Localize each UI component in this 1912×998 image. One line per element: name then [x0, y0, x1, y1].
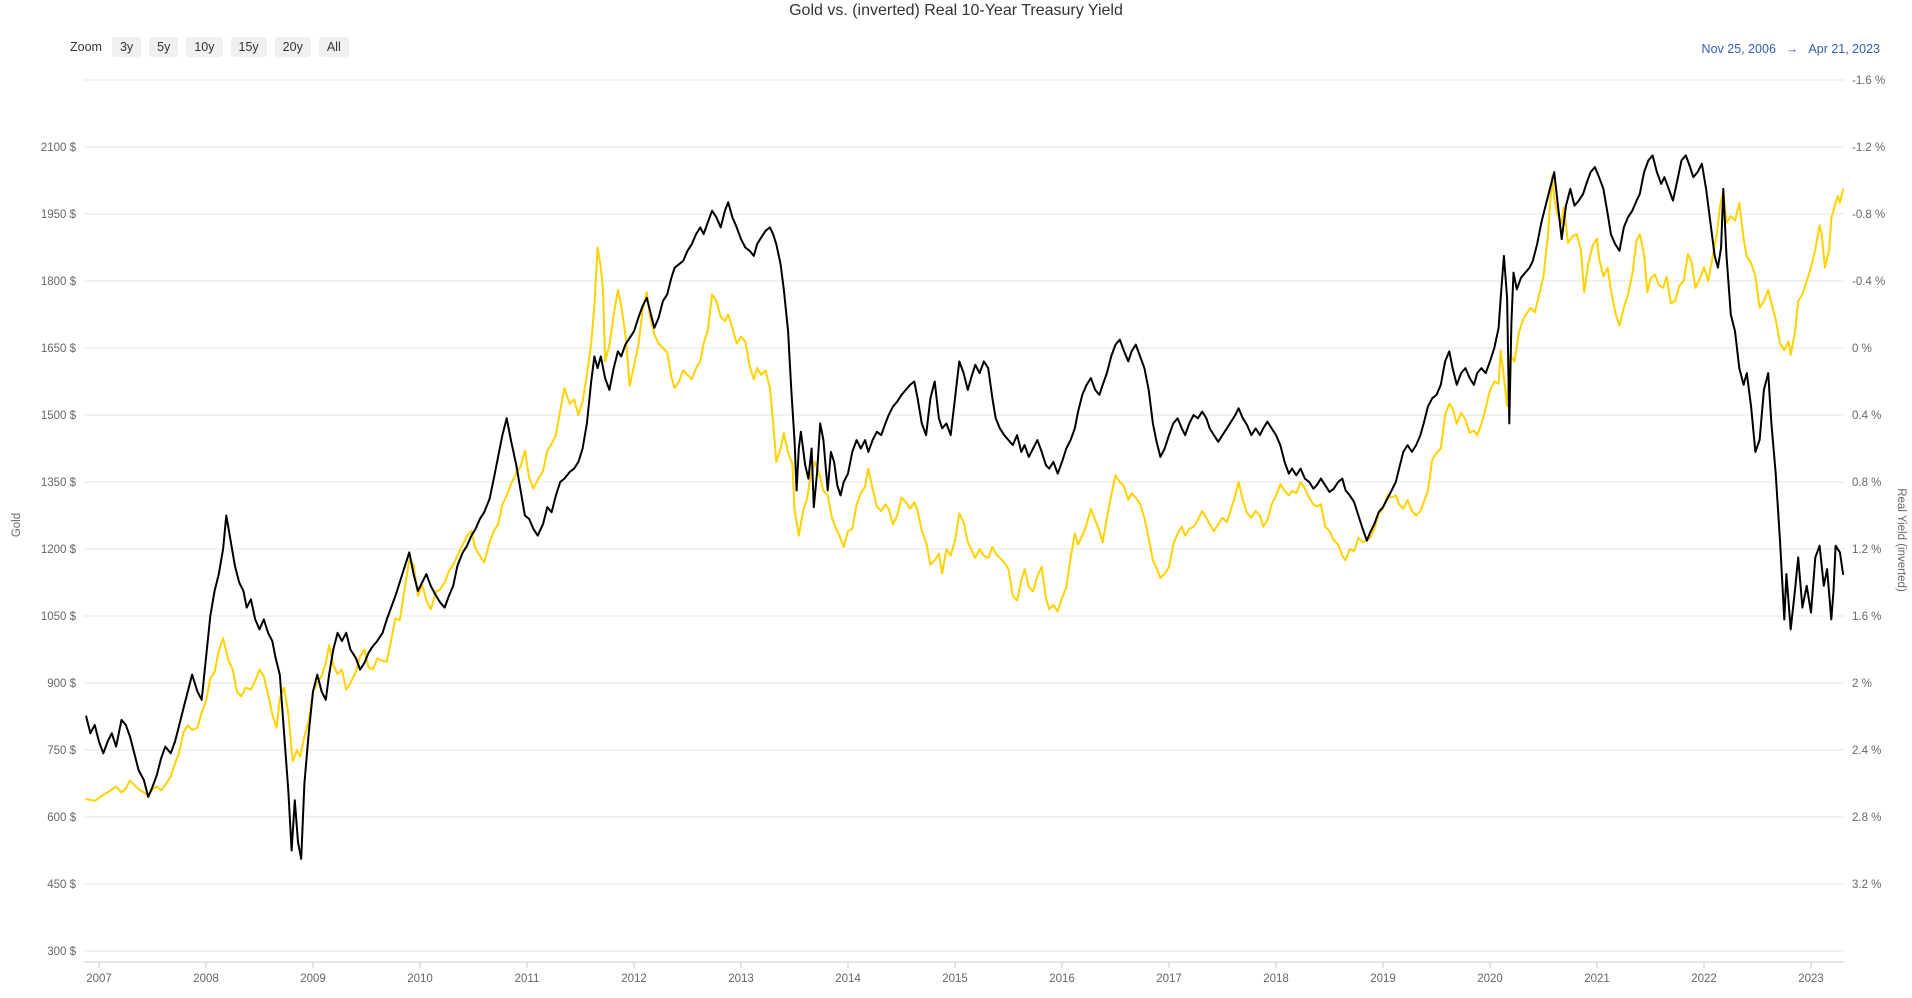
right-axis-label: 0.8 % [1852, 477, 1881, 489]
right-axis-title: Real Yield (inverted) [1895, 488, 1907, 592]
x-axis-label: 2012 [621, 973, 647, 985]
left-axis-label: 900 $ [47, 678, 76, 690]
x-axis-label: 2023 [1798, 973, 1824, 985]
left-axis-label: 300 $ [47, 946, 76, 958]
right-axis-label: 2.4 % [1852, 745, 1881, 757]
gold-series-line [85, 175, 1845, 802]
x-axis-label: 2019 [1370, 973, 1396, 985]
right-axis-label: 2.8 % [1852, 812, 1881, 824]
range-button-10y[interactable]: 10y [186, 37, 223, 57]
date-range-to[interactable]: Apr 21, 2023 [1808, 42, 1880, 56]
right-axis-label: 1.2 % [1852, 544, 1881, 556]
left-axis-label: 1650 $ [41, 343, 77, 355]
range-button-3y[interactable]: 3y [111, 37, 142, 57]
x-axis-label: 2021 [1584, 973, 1610, 985]
left-axis-label: 1800 $ [41, 276, 77, 288]
right-axis-label: 2 % [1852, 678, 1872, 690]
page-title: Gold vs. (inverted) Real 10-Year Treasur… [789, 2, 1123, 19]
range-button-20y[interactable]: 20y [274, 37, 311, 57]
left-axis-label: 2100 $ [41, 142, 77, 154]
x-axis-label: 2015 [942, 973, 968, 985]
left-axis-label: 1350 $ [41, 477, 77, 489]
left-axis-label: 1050 $ [41, 611, 77, 623]
x-axis-label: 2013 [728, 973, 754, 985]
x-axis-label: 2018 [1263, 973, 1289, 985]
left-axis-label: 1200 $ [41, 544, 77, 556]
x-axis-label: 2009 [300, 973, 326, 985]
x-axis-label: 2022 [1691, 973, 1717, 985]
left-axis-label: 1950 $ [41, 209, 77, 221]
range-button-15y[interactable]: 15y [230, 37, 267, 57]
left-axis-label: 600 $ [47, 812, 76, 824]
yield-series-line [85, 154, 1845, 860]
left-axis-label: 1500 $ [41, 410, 77, 422]
right-axis-label: 3.2 % [1852, 879, 1881, 891]
x-axis-label: 2016 [1049, 973, 1075, 985]
date-range: Nov 25, 2006 → Apr 21, 2023 [1702, 42, 1880, 56]
right-axis-label: -0.8 % [1852, 209, 1885, 221]
x-axis-label: 2011 [515, 973, 540, 985]
x-axis-label: 2010 [407, 973, 433, 985]
range-button-all[interactable]: All [318, 37, 349, 57]
x-axis-label: 2014 [835, 973, 861, 985]
range-selector: Zoom 3y 5y 10y 15y 20y All [70, 37, 349, 57]
range-button-5y[interactable]: 5y [149, 37, 179, 57]
x-axis-label: 2020 [1477, 973, 1503, 985]
x-axis-label: 2017 [1156, 973, 1182, 985]
x-axis-label: 2008 [193, 973, 219, 985]
right-axis-label: -1.2 % [1852, 142, 1885, 154]
zoom-label: Zoom [70, 40, 102, 54]
date-range-arrow-icon: → [1785, 42, 1799, 56]
left-axis-label: 750 $ [47, 745, 76, 757]
right-axis-label: -1.6 % [1852, 75, 1885, 87]
right-axis-label: 0.4 % [1852, 410, 1881, 422]
left-axis-title: Gold [11, 513, 23, 537]
date-range-from[interactable]: Nov 25, 2006 [1701, 42, 1776, 56]
right-axis-label: -0.4 % [1852, 276, 1885, 288]
right-axis-label: 1.6 % [1852, 611, 1881, 623]
x-axis-label: 2007 [86, 973, 112, 985]
right-axis-label: 0 % [1852, 343, 1872, 355]
left-axis-label: 450 $ [47, 879, 76, 891]
